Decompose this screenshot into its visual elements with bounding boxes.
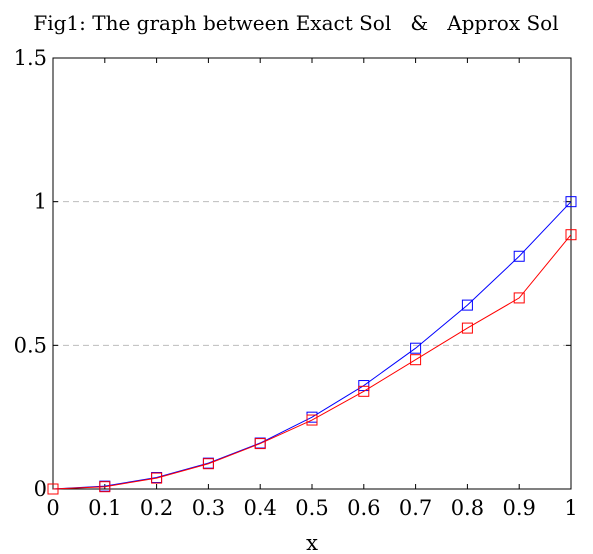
x-tick-label: 0.4 [243, 496, 276, 520]
data-point-marker [461, 299, 473, 311]
data-point-marker [565, 196, 577, 208]
plot-frame [52, 57, 572, 490]
y-axis: 0 0.5 1 1.5 [14, 46, 571, 501]
data-point-marker [151, 472, 163, 484]
data-point-marker [410, 354, 422, 366]
x-tick-label: 0.3 [192, 496, 225, 520]
chart-title: Fig1: The graph between Exact Sol & Appr… [33, 11, 558, 35]
x-tick-label: 0.2 [140, 496, 173, 520]
x-axis: 0 0.1 0.2 0.3 0.4 0.5 0.6 0.7 0.8 0.9 1 [46, 58, 578, 520]
data-point-marker [202, 458, 214, 470]
data-point-marker [461, 322, 473, 334]
data-point-marker [513, 292, 525, 304]
x-tick-label: 0.7 [399, 496, 432, 520]
x-tick-label: 0.6 [347, 496, 380, 520]
x-tick-label: 0.9 [502, 496, 535, 520]
y-tick-label: 1 [34, 190, 47, 214]
y-tick-label: 1.5 [14, 46, 47, 70]
data-point-marker [565, 229, 577, 241]
data-point-marker [358, 380, 370, 392]
series-line [52, 201, 572, 490]
grid-lines [53, 201, 571, 346]
y-tick-label: 0 [34, 477, 47, 501]
data-point-marker [513, 250, 525, 262]
x-tick-label: 0.1 [88, 496, 121, 520]
data-point-marker [410, 342, 422, 354]
series-2 [47, 229, 577, 495]
x-tick-label: 1 [564, 496, 577, 520]
data-point-marker [99, 481, 111, 493]
x-tick-label: 0 [46, 496, 59, 520]
data-point-marker [47, 483, 59, 495]
x-axis-label: x [306, 531, 318, 554]
x-tick-label: 0.5 [295, 496, 328, 520]
data-point-marker [306, 414, 318, 426]
series-layer [47, 196, 577, 495]
data-point-marker [254, 438, 266, 450]
x-tick-label: 0.8 [451, 496, 484, 520]
data-point-marker [358, 385, 370, 397]
y-tick-label: 0.5 [14, 333, 47, 357]
series-line [52, 234, 572, 490]
